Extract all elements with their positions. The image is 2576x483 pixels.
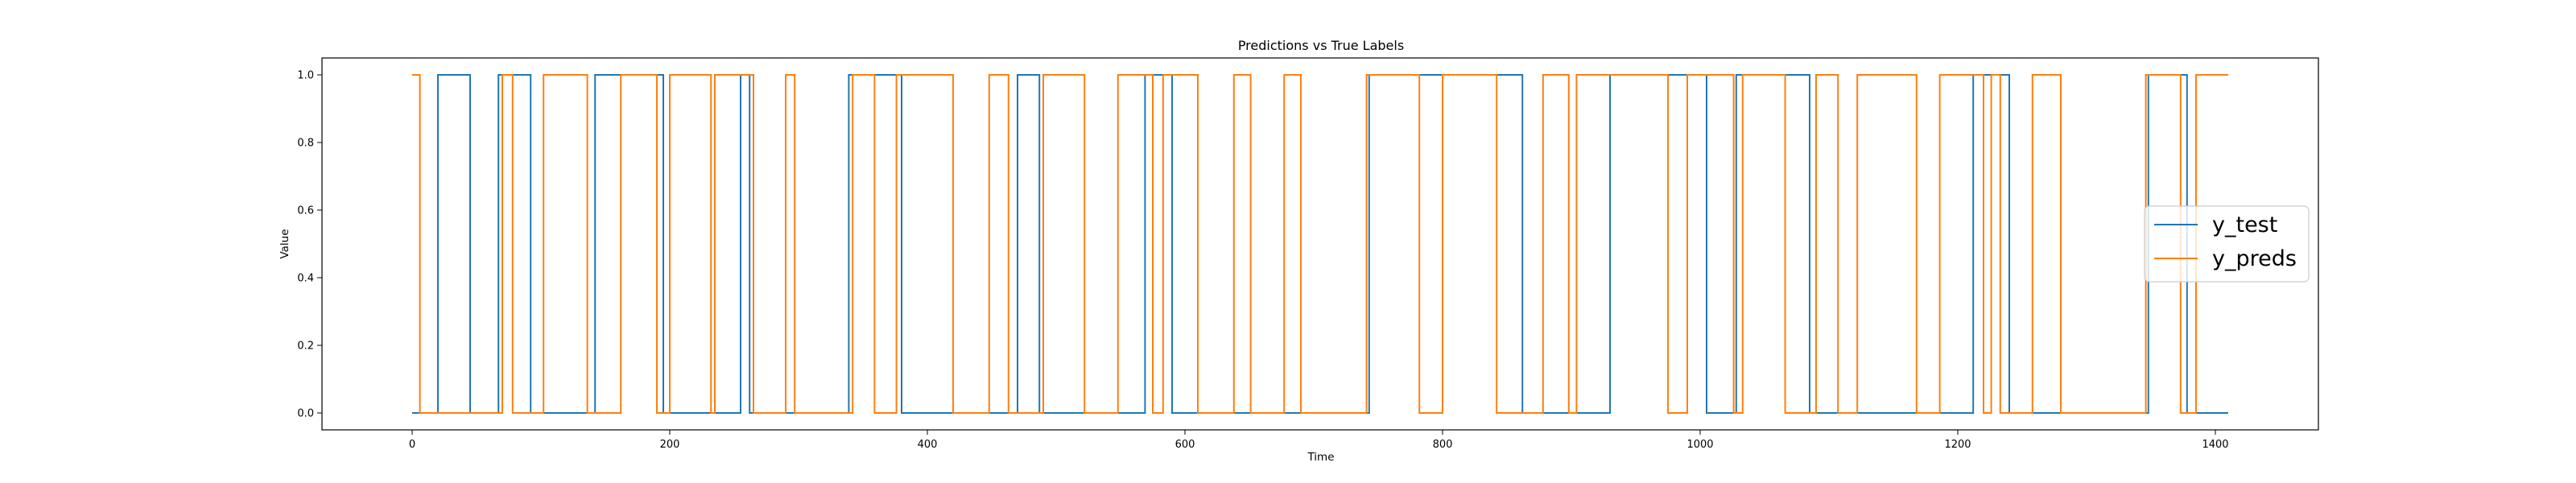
x-tick-label: 1200 xyxy=(1944,439,1971,451)
y-axis-label: Value xyxy=(279,229,291,258)
legend-label: y_preds xyxy=(2212,246,2297,271)
x-axis-label: Time xyxy=(1307,451,1334,464)
x-tick-label: 800 xyxy=(1433,439,1453,451)
x-tick-label: 1400 xyxy=(2202,439,2228,451)
plot-area xyxy=(322,58,2318,430)
legend: y_test y_preds xyxy=(2144,205,2310,283)
y-tick-label: 0.4 xyxy=(297,273,314,285)
y-tick-label: 0.8 xyxy=(297,138,314,150)
y-tick-label: 0.0 xyxy=(297,408,314,420)
x-tick-label: 600 xyxy=(1175,439,1195,451)
y-tick-label: 0.2 xyxy=(297,341,314,353)
series-layer xyxy=(412,74,2228,414)
y-tick-label: 1.0 xyxy=(297,70,314,82)
series-line-y-preds xyxy=(412,74,2228,414)
legend-label: y_test xyxy=(2212,213,2277,237)
x-tick-label: 0 xyxy=(409,439,415,451)
x-tick-label: 200 xyxy=(660,439,680,451)
x-axis: 0 200 400 600 800 1000 1200 1400 xyxy=(409,430,2229,451)
x-tick-label: 400 xyxy=(918,439,938,451)
chart-title: Predictions vs True Labels xyxy=(1238,38,1404,53)
y-tick-label: 0.6 xyxy=(297,205,314,217)
y-axis: 0.0 0.2 0.4 0.6 0.8 1.0 xyxy=(297,70,322,420)
plot-frame xyxy=(321,57,2319,431)
x-tick-label: 1000 xyxy=(1686,439,1713,451)
